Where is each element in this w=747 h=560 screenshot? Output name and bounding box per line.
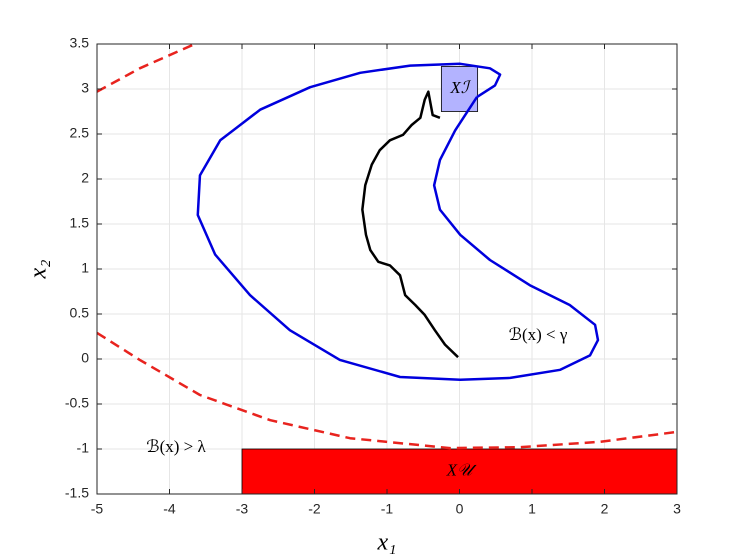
x-tick-label: -4 [163, 501, 176, 517]
x-tick-label: 0 [456, 501, 464, 517]
curve [196, 62, 600, 381]
y-tick-label: 2.5 [70, 125, 90, 141]
x-tick-label: 3 [673, 501, 681, 517]
x-tick-label: -2 [308, 501, 321, 517]
y-tick-label: -1 [77, 440, 90, 456]
y-tick-label: 1.5 [70, 215, 90, 231]
x-tick-label: 1 [528, 501, 536, 517]
curve [97, 331, 677, 450]
annotation: ℬ(x) > λ [146, 437, 206, 456]
y-tick-label: 0.5 [70, 305, 90, 321]
x-tick-label: -1 [381, 501, 394, 517]
y-tick-label: 2 [81, 170, 89, 186]
x-tick-label: 2 [601, 501, 609, 517]
x-tick-label: -3 [236, 501, 249, 517]
x-axis-label: x₁ [377, 530, 397, 556]
y-tick-label: -1.5 [65, 485, 89, 501]
y-axis-label: x₂ [26, 260, 52, 280]
curve [97, 44, 196, 93]
region [241, 448, 677, 494]
y-tick-label: 1 [81, 260, 89, 276]
annotation: ℬ(x) < γ [509, 325, 568, 344]
region-label: Xℐ [449, 78, 471, 97]
plot-area [97, 44, 677, 494]
region-label: X𝒰 [446, 460, 477, 479]
y-tick-label: 3 [81, 80, 89, 96]
y-tick-label: 0 [81, 350, 89, 366]
x-tick-label: -5 [91, 501, 104, 517]
curve [361, 90, 459, 359]
y-tick-label: 3.5 [70, 35, 90, 51]
y-tick-label: -0.5 [65, 395, 89, 411]
